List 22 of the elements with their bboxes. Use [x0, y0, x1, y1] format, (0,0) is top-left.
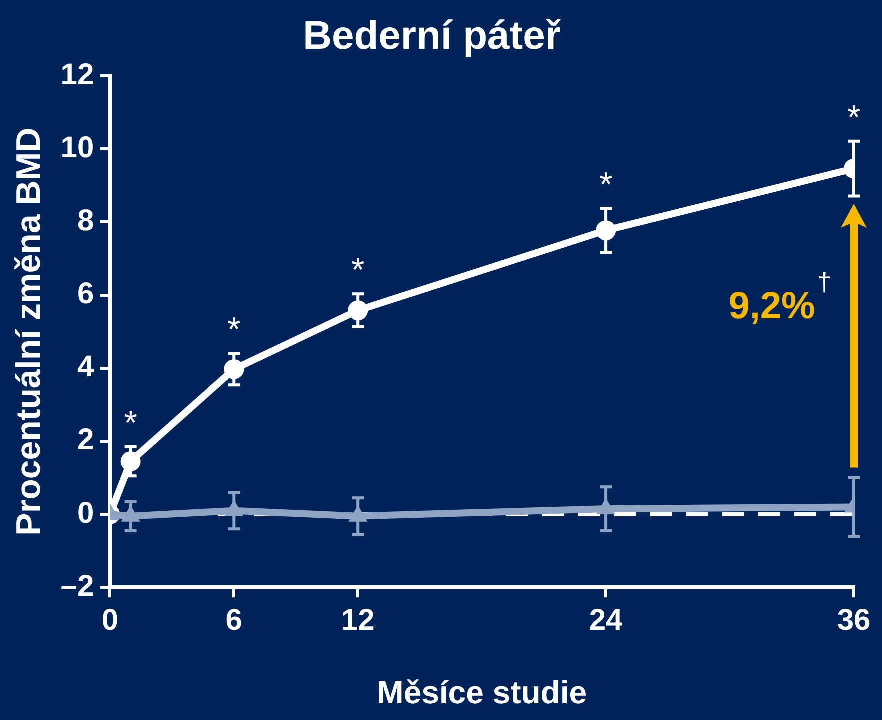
y-tick-label: 6 — [77, 278, 94, 311]
annotation: * — [228, 311, 241, 350]
x-tick-label: 6 — [226, 604, 242, 637]
y-tick-label: 4 — [77, 350, 94, 384]
y-tick-label: 2 — [77, 424, 94, 457]
x-tick-label: 24 — [589, 604, 624, 637]
x-tick-label: 12 — [341, 604, 375, 637]
annotation: * — [599, 166, 613, 204]
y-tick-label: –2 — [60, 570, 94, 603]
x-tick-label: 0 — [102, 604, 119, 637]
y-tick-label: 8 — [77, 204, 94, 238]
y-tick-label: 0 — [77, 496, 94, 530]
y-tick-label: 10 — [60, 131, 94, 164]
annotation: * — [847, 98, 861, 137]
x-tick-label: 36 — [837, 604, 871, 637]
annotation: * — [124, 404, 138, 442]
chart-title: Bederní páteř — [303, 14, 562, 58]
x-axis-title: Měsíce studie — [377, 674, 588, 711]
annotation: 9,2%† — [728, 267, 832, 328]
y-axis-title: Procentuální změna BMD — [10, 128, 48, 536]
annotation: * — [351, 252, 365, 290]
y-tick-label: 12 — [60, 58, 94, 92]
